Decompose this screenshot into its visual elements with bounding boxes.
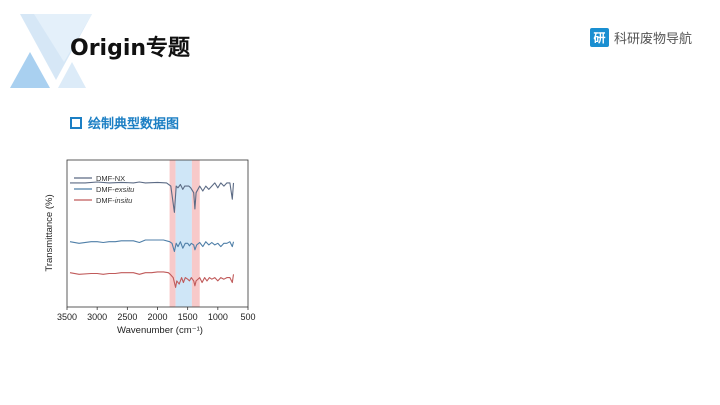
- x-tick-label: 1000: [208, 312, 228, 322]
- section-heading-text: 绘制典型数据图: [88, 117, 180, 132]
- legend-entry: DMF-insitu: [96, 196, 133, 205]
- x-tick-label: 1500: [178, 312, 198, 322]
- brand: 研 科研废物导航: [589, 27, 692, 47]
- series-line-dmf-insitu: [69, 271, 235, 288]
- x-tick-label: 2000: [147, 312, 167, 322]
- highlight-band-2: [191, 160, 200, 307]
- section-heading: 绘制典型数据图: [70, 113, 179, 132]
- x-axis-label: Wavenumber (cm⁻¹): [117, 325, 203, 336]
- brand-name: 科研废物导航: [613, 31, 692, 47]
- legend-entry: DMF-NX: [96, 174, 125, 183]
- highlight-band-0: [169, 160, 176, 307]
- corner-decoration: [10, 14, 92, 88]
- y-axis-label: Transmittance (%): [44, 194, 55, 271]
- x-tick-label: 3500: [57, 312, 77, 322]
- ftir-chart: 3500 3000 2500 2000 1500 1000 500 DMF-NX DMF-ex…: [44, 159, 256, 336]
- legend-entry: DMF-exsitu: [96, 185, 135, 194]
- series-line-dmf-nx: [70, 181, 235, 213]
- series-line-dmf-exsitu: [69, 239, 235, 253]
- page-title: Origin专题: [70, 36, 191, 61]
- x-tick-label: 2500: [117, 312, 137, 322]
- highlight-band-1: [175, 160, 192, 307]
- x-tick-label: 500: [240, 312, 255, 322]
- x-tick-label: 3000: [87, 312, 107, 322]
- brand-logo-icon: 研: [589, 27, 609, 47]
- checkbox-square-icon: [70, 116, 82, 129]
